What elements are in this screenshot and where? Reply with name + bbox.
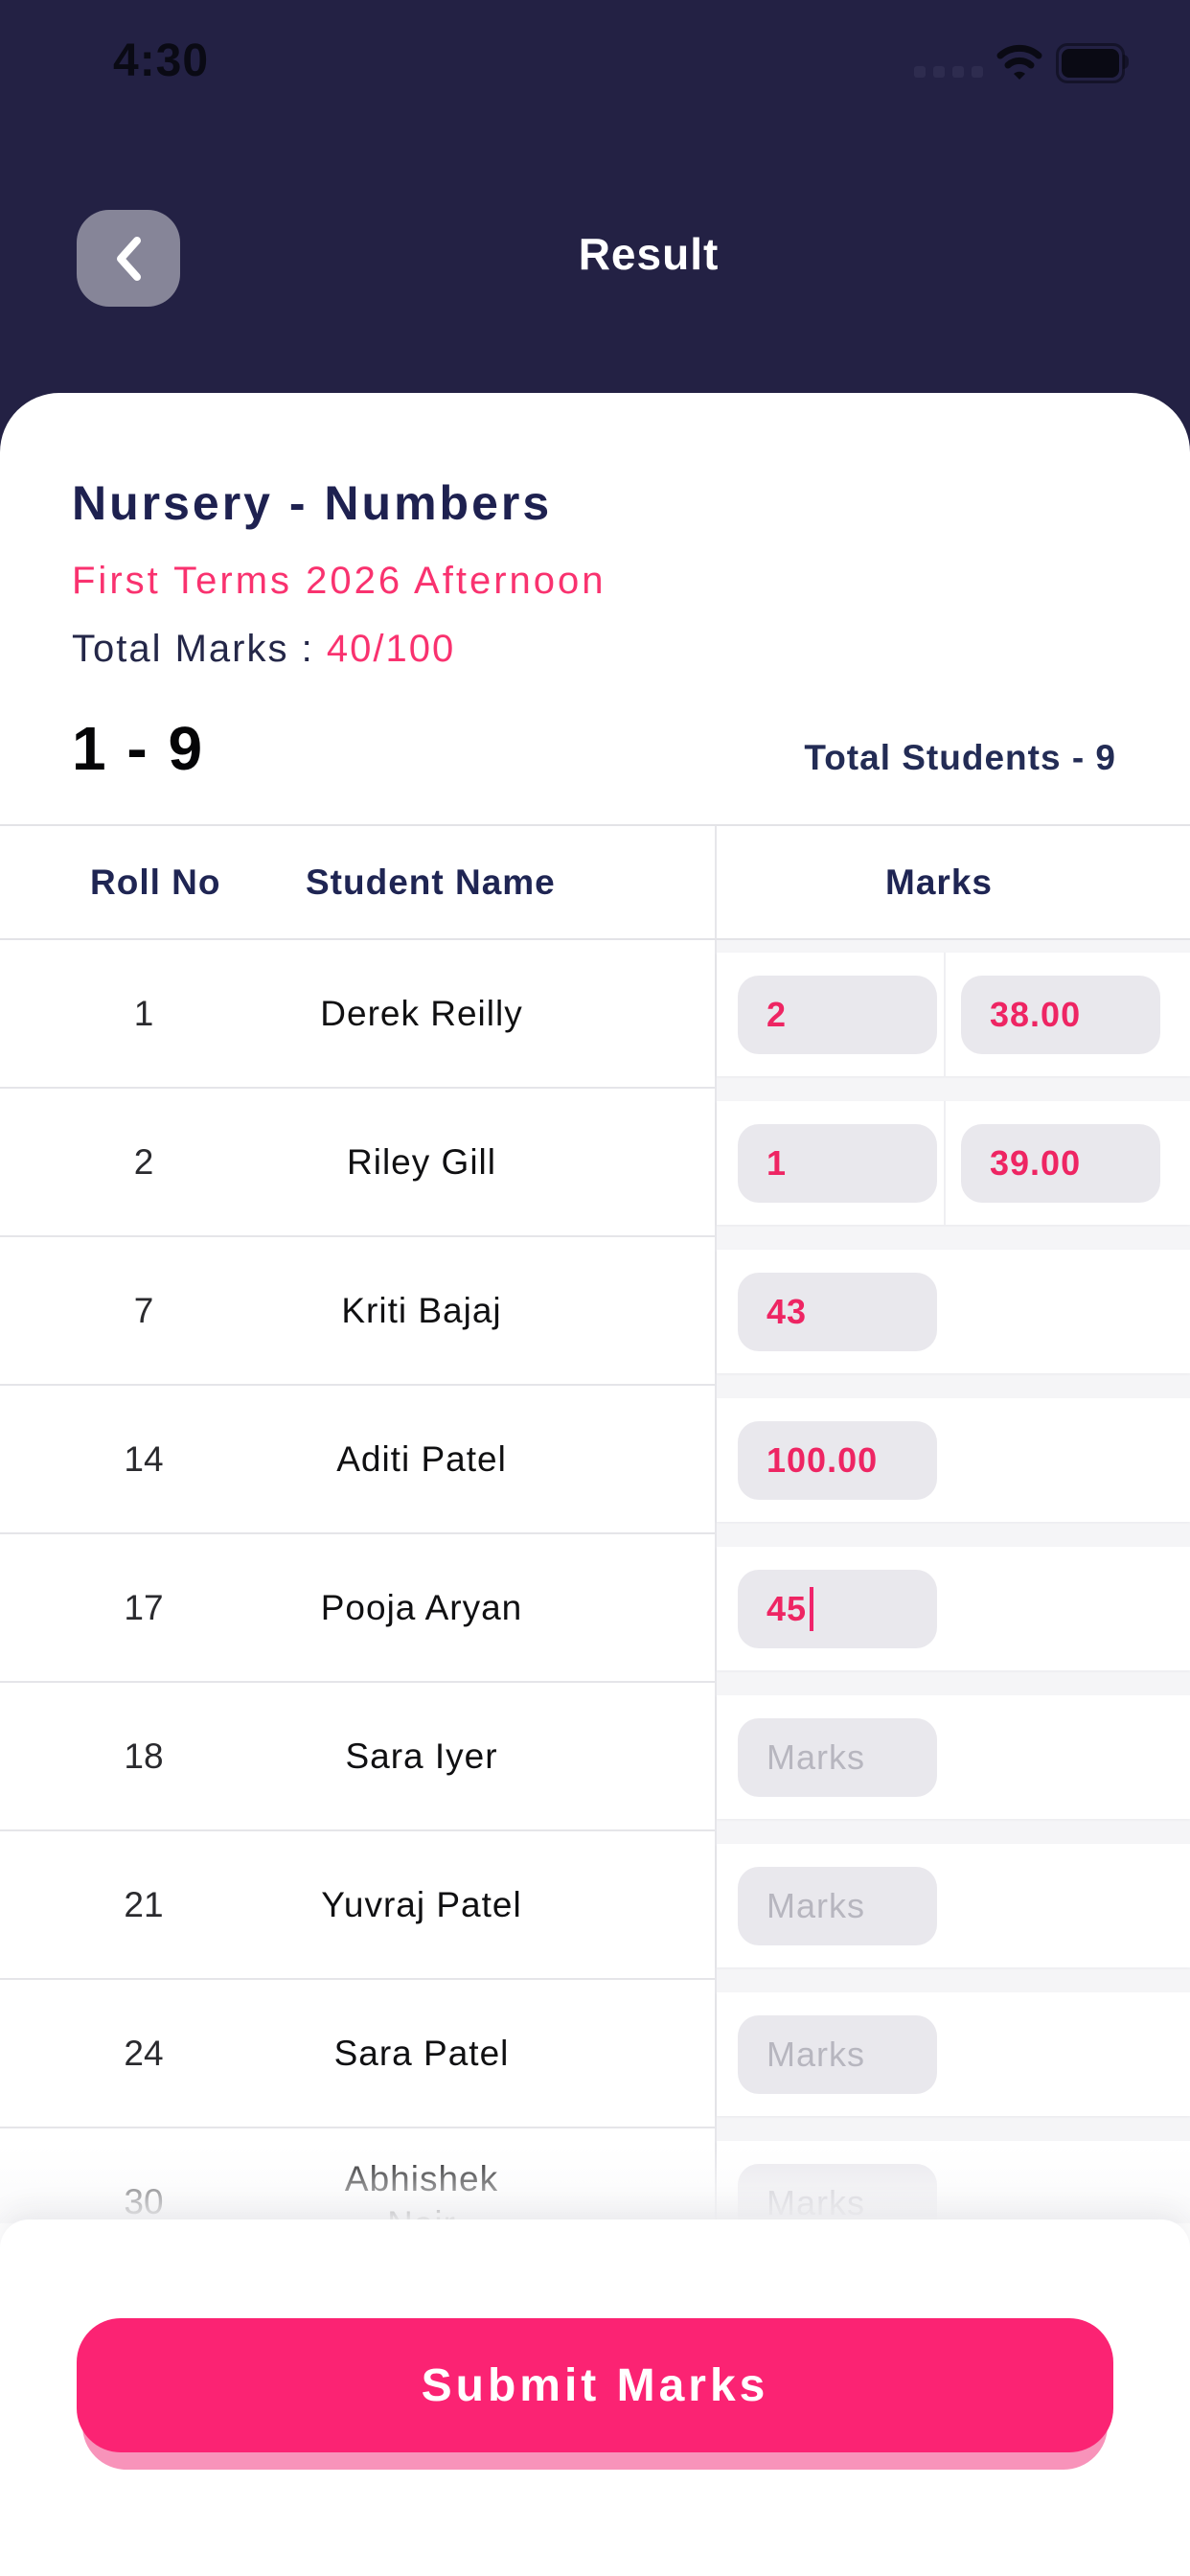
converted-marks: 39.00	[961, 1123, 1160, 1203]
table-row: 24 Sara Patel Marks	[0, 1980, 1190, 2128]
total-marks-label: Total Marks :	[72, 628, 327, 670]
summary-row: 1 - 9 Total Students - 9	[72, 713, 1116, 784]
content-card: Nursery - Numbers First Terms 2026 After…	[0, 393, 1190, 2576]
roll-no: 7	[133, 1290, 154, 1330]
status-bar: 4:30	[0, 34, 1190, 88]
student-name: Yuvraj Patel	[321, 1884, 522, 1924]
marks-input[interactable]: 100.00	[738, 1420, 937, 1500]
table-row: 7 Kriti Bajaj 43	[0, 1237, 1190, 1386]
table-row: 17 Pooja Aryan 45	[0, 1534, 1190, 1683]
footer-bar: Submit Marks	[0, 2220, 1190, 2576]
marks-input[interactable]: Marks	[738, 1866, 937, 1945]
roll-no: 2	[133, 1141, 154, 1182]
student-name: Kriti Bajaj	[341, 1290, 502, 1330]
total-marks-value: 40/100	[326, 628, 456, 670]
status-time: 4:30	[113, 35, 210, 86]
submit-marks-button[interactable]: Submit Marks	[77, 2318, 1113, 2470]
wifi-icon	[996, 44, 1042, 80]
battery-icon	[1056, 42, 1131, 83]
marks-input[interactable]: 43	[738, 1272, 937, 1351]
column-header-roll-no: Roll No	[90, 862, 221, 902]
student-name: Sara Iyer	[345, 1736, 498, 1776]
roll-no: 21	[124, 1884, 164, 1924]
column-header-marks: Marks	[715, 826, 1190, 938]
student-name: Derek Reilly	[320, 993, 523, 1033]
table-row: 1 Derek Reilly 2 38.00	[0, 940, 1190, 1089]
class-subject-title: Nursery - Numbers	[72, 476, 553, 530]
marks-input-focused[interactable]: 45	[738, 1569, 937, 1648]
marks-input[interactable]: Marks	[738, 1717, 937, 1797]
student-name: Pooja Aryan	[320, 1587, 523, 1627]
table-row: 21 Yuvraj Patel Marks	[0, 1831, 1190, 1980]
roll-no: 18	[124, 1736, 164, 1776]
student-name: Sara Patel	[333, 2033, 510, 2073]
roll-no: 24	[124, 2033, 164, 2073]
roll-no: 1	[133, 993, 154, 1033]
page-title: Result	[578, 229, 720, 279]
chevron-left-icon	[117, 236, 141, 281]
student-name: Riley Gill	[347, 1141, 496, 1182]
back-button[interactable]	[77, 210, 180, 307]
roll-no: 17	[124, 1587, 164, 1627]
table-header: Roll No Student Name Marks	[0, 824, 1190, 940]
marks-input[interactable]: Marks	[738, 2014, 937, 2094]
total-students: Total Students - 9	[804, 738, 1116, 777]
roll-no: 14	[124, 1438, 164, 1479]
term-session-label: First Terms 2026 Afternoon	[72, 560, 606, 602]
total-marks-line: Total Marks : 40/100	[72, 628, 1190, 671]
status-icons	[914, 40, 1131, 83]
text-cursor	[810, 1586, 814, 1631]
roll-range: 1 - 9	[72, 714, 205, 783]
student-name: Aditi Patel	[336, 1438, 507, 1479]
cellular-signal-icon	[914, 66, 983, 78]
bottom-fade	[0, 2145, 1190, 2223]
column-header-student-name: Student Name	[306, 862, 556, 902]
table-row: 18 Sara Iyer Marks	[0, 1683, 1190, 1831]
table-row: 2 Riley Gill 1 39.00	[0, 1089, 1190, 1237]
table-row: 14 Aditi Patel 100.00	[0, 1386, 1190, 1534]
converted-marks: 38.00	[961, 975, 1160, 1054]
marks-input[interactable]: 2	[738, 975, 937, 1054]
marks-input[interactable]: 1	[738, 1123, 937, 1203]
